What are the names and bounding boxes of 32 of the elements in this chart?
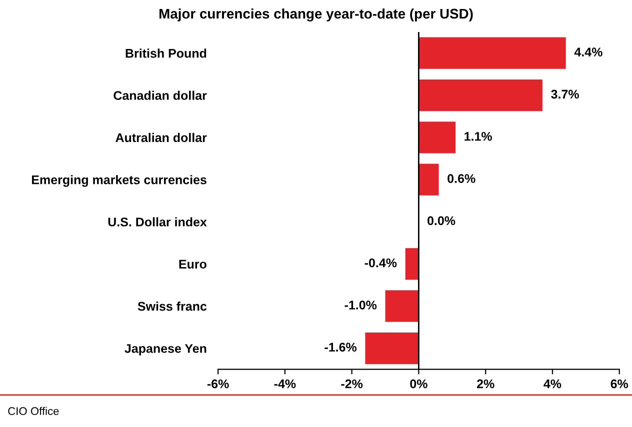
y-tick-label: British Pound (126, 48, 206, 58)
x-tick-label: 6% (610, 379, 628, 388)
bar (418, 37, 566, 69)
data-label: 4.4% (574, 48, 602, 56)
bar (405, 248, 419, 280)
data-label: 3.7% (551, 90, 579, 99)
x-tick-label: 4% (544, 379, 562, 388)
data-label: 0.0% (428, 216, 456, 226)
data-label: -1.0% (344, 300, 377, 310)
data-label: 0.6% (448, 174, 476, 183)
bar (418, 164, 439, 196)
bar (418, 122, 456, 154)
y-tick-label: Canadian dollar (114, 90, 207, 100)
x-tick-label: 0% (410, 379, 428, 388)
data-label: -0.4% (364, 258, 397, 268)
y-tick-label: Autralian dollar (116, 132, 207, 142)
y-tick-label: Swiss franc (138, 302, 207, 311)
bar (385, 290, 419, 322)
chart-title: Major currencies change year-to-date (per USD) (159, 8, 473, 22)
data-label: 1.1% (464, 132, 492, 141)
x-tick-label: -2% (341, 379, 363, 388)
x-tick-label: -6% (207, 379, 229, 388)
bar (365, 332, 419, 364)
y-tick-label: U.S. Dollar index (108, 217, 207, 226)
x-tick-label: 2% (476, 379, 494, 388)
x-tick-label: -4% (274, 379, 296, 388)
text: CIO Office (8, 406, 59, 416)
y-tick-label: Japanese Yen (124, 344, 206, 356)
y-tick-label: Euro (179, 260, 206, 269)
y-tick-label: Emerging markets currencies (32, 175, 206, 187)
data-label: -1.6% (324, 342, 357, 352)
bar (418, 79, 542, 112)
